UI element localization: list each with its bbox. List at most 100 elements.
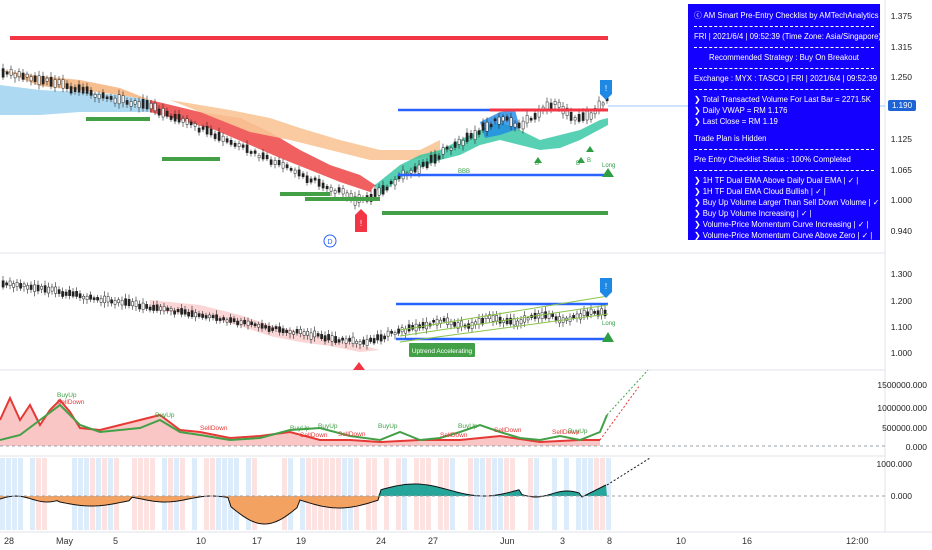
candle-body: [249, 151, 253, 154]
long-marker-top[interactable]: [602, 168, 614, 177]
price-tick: 1.250: [890, 72, 912, 82]
candle-body: [75, 291, 78, 297]
signal-marker-top[interactable]: [600, 80, 612, 100]
date-tick: 28: [4, 536, 15, 546]
panel-strategy: Recommended Strategy : Buy On Breakout: [709, 53, 859, 62]
candle-body: [50, 286, 54, 292]
candle-body: [243, 319, 246, 325]
mid-sell-marker[interactable]: [353, 362, 365, 370]
candle-body: [5, 71, 9, 75]
candle-body: [166, 307, 169, 311]
candle-body: [229, 317, 232, 323]
candle-body: [281, 328, 285, 333]
candle-body: [457, 138, 461, 145]
candle-body: [501, 116, 505, 122]
candle-body: [596, 310, 600, 317]
candle-body: [137, 101, 141, 108]
candle-body: [413, 166, 417, 173]
momentum-band: [78, 458, 83, 530]
selldown-line: [0, 395, 600, 444]
candle-body: [273, 160, 277, 165]
candle-body: [533, 112, 537, 120]
candle-body: [509, 117, 513, 127]
candle-body: [477, 130, 481, 135]
candle-body: [47, 286, 50, 294]
buy-marker-3[interactable]: [586, 146, 594, 152]
selldown-label: SellDown: [338, 431, 366, 438]
momentum-band: [18, 458, 23, 530]
candle-body: [177, 114, 181, 123]
candle-body: [554, 316, 558, 321]
panel-vwap: ❯ Daily VWAP = RM 1.176: [694, 106, 788, 115]
candle-body: [488, 314, 491, 319]
candle-body: [1, 68, 5, 78]
candle-body: [553, 101, 557, 105]
momentum-band: [12, 458, 17, 530]
candle-body: [376, 334, 379, 341]
candle-body: [390, 330, 393, 334]
panel-exchange: Exchange : MYX : TASCO | FRI | 2021/6/4 …: [694, 74, 878, 83]
candle-body: [297, 169, 301, 177]
candle-body: [509, 317, 512, 325]
momentum-band: [234, 458, 239, 530]
momentum-band: [492, 458, 497, 530]
candle-body: [180, 308, 183, 315]
momentum-band: [30, 458, 35, 530]
momentum-band: [150, 458, 155, 530]
candle-body: [429, 155, 433, 163]
momentum-histogram-positive: [0, 484, 607, 496]
momentum-band: [36, 458, 41, 530]
candle-body: [89, 90, 93, 96]
candle-body: [325, 185, 329, 190]
candle-body: [516, 320, 519, 327]
candle-body: [309, 332, 313, 340]
momentum-band: [486, 458, 491, 530]
candle-body: [110, 299, 113, 304]
candle-body: [327, 334, 330, 341]
candle-body: [221, 135, 225, 142]
buy-marker-1[interactable]: [534, 157, 542, 163]
d-marker[interactable]: [323, 234, 337, 248]
candle-body: [1, 280, 5, 288]
price-tick: 1.100: [890, 322, 912, 332]
signal-marker-mid[interactable]: [600, 278, 612, 298]
candle-body: [540, 312, 544, 319]
buyup-label: BuyUp: [378, 423, 398, 430]
momentum-band: [168, 458, 173, 530]
candle-body: [201, 313, 204, 318]
candle-body: [271, 327, 274, 331]
candle-body: [589, 308, 593, 315]
candle-body: [173, 310, 176, 315]
candle-body: [393, 332, 397, 335]
candle-body: [109, 96, 113, 100]
panel-title: ⓒ AM Smart Pre-Entry Checklist by AMTech…: [694, 11, 879, 20]
candle-body: [460, 320, 463, 327]
regression-line-1: [399, 295, 609, 331]
candle-body: [449, 147, 453, 151]
uptrend-badge[interactable]: [409, 343, 475, 357]
buy-marker-2[interactable]: [577, 157, 585, 163]
candle-body: [239, 320, 243, 325]
price-tick: 1.000: [890, 195, 912, 205]
signal-marker-mid-text: !: [605, 282, 607, 291]
date-tick: 5: [113, 536, 119, 546]
long-marker-mid[interactable]: [602, 332, 614, 342]
momentum-band: [282, 458, 287, 530]
price-tick: 1.200: [890, 296, 912, 306]
candle-body: [225, 138, 229, 143]
candle-body: [145, 304, 148, 309]
candle-body: [433, 154, 437, 164]
candle-body: [121, 95, 125, 103]
candle-body: [385, 186, 389, 191]
candle-body: [253, 323, 257, 327]
candle-body: [437, 155, 441, 160]
candle-body: [117, 299, 120, 304]
sell-marker[interactable]: [355, 209, 367, 232]
candle-body: [29, 76, 33, 82]
candle-body: [495, 315, 498, 322]
candle-body: [547, 313, 551, 319]
candle-body: [8, 280, 12, 286]
candle-body: [585, 111, 589, 121]
candle-body: [129, 101, 133, 107]
